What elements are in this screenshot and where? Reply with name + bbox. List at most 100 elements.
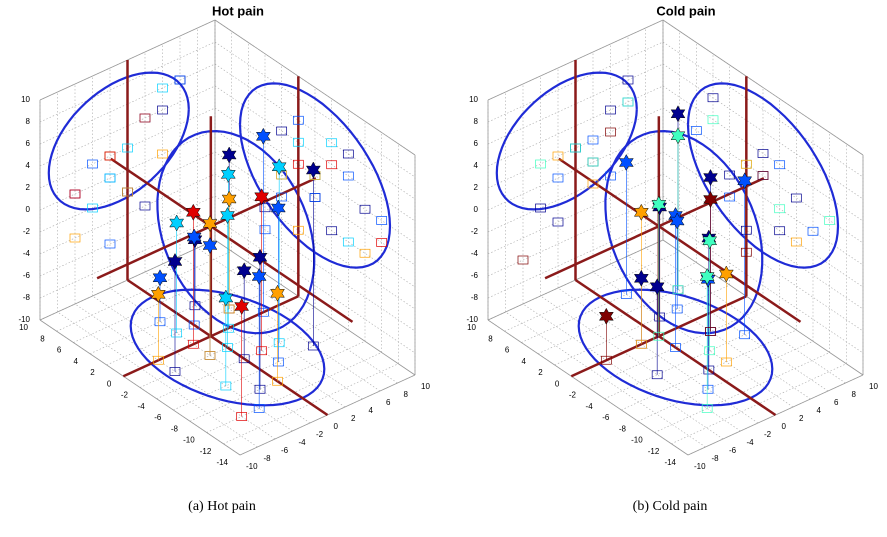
z-tick-label: -4 xyxy=(471,249,479,258)
z-tick-label: -10 xyxy=(466,315,478,324)
grid-line xyxy=(487,195,664,277)
star-marker xyxy=(251,267,267,286)
projection-square xyxy=(223,304,235,314)
projection-square xyxy=(326,226,338,236)
star-marker xyxy=(169,214,185,232)
star-marker xyxy=(737,172,753,190)
z-tick-label: -6 xyxy=(23,271,31,280)
z-tick-label: 2 xyxy=(474,183,479,192)
projection-square xyxy=(69,189,81,199)
y-tick-label: -6 xyxy=(729,446,737,455)
projection-square xyxy=(259,225,271,235)
projection-square xyxy=(292,115,304,125)
box-edge xyxy=(662,19,864,156)
projection-square xyxy=(342,149,354,159)
grid-line xyxy=(521,262,697,343)
z-tick-label: 10 xyxy=(469,95,478,104)
projection-square xyxy=(259,203,271,213)
projection-square xyxy=(605,105,616,115)
x-tick-label: 4 xyxy=(74,357,79,366)
grid-line xyxy=(39,41,216,123)
y-tick-label: -2 xyxy=(764,430,772,439)
grid-line xyxy=(106,284,282,366)
y-tick-label: 10 xyxy=(421,382,430,391)
projection-square xyxy=(587,135,599,145)
projection-square xyxy=(152,355,164,365)
projection-square xyxy=(104,173,116,183)
projection-square xyxy=(220,381,232,391)
x-tick-label: -10 xyxy=(183,436,195,445)
projection-square xyxy=(222,343,233,352)
brain-outline xyxy=(604,129,764,335)
x-tick-label: -12 xyxy=(648,447,660,456)
projection-square xyxy=(587,179,599,189)
x-tick-label: -4 xyxy=(586,402,594,411)
axis-line xyxy=(110,157,354,323)
star-marker xyxy=(221,190,237,208)
x-tick-label: -8 xyxy=(171,424,179,433)
caption: (b) Cold pain xyxy=(633,499,708,514)
projection-square xyxy=(740,159,752,169)
z-tick-label: 4 xyxy=(474,161,479,170)
y-tick-label: 0 xyxy=(782,422,787,431)
z-tick-label: 4 xyxy=(26,161,31,170)
grid-line xyxy=(487,173,664,255)
star-marker xyxy=(670,127,686,145)
projection-square xyxy=(104,239,116,249)
grid-line xyxy=(621,329,797,411)
grid-line xyxy=(56,250,232,332)
grid-line xyxy=(39,85,216,167)
z-tick-label: 6 xyxy=(474,139,479,148)
grid-line xyxy=(487,41,664,123)
grid-line xyxy=(39,151,216,233)
projection-square xyxy=(104,151,116,161)
grid-line xyxy=(73,262,249,343)
grid-line xyxy=(537,273,714,355)
projection-square xyxy=(704,346,716,356)
x-tick-label: 0 xyxy=(107,379,112,388)
projection-square xyxy=(622,97,634,107)
projection-square xyxy=(740,247,752,257)
projection-square xyxy=(257,307,269,317)
projection-square xyxy=(326,138,338,148)
projection-square xyxy=(204,351,216,360)
star-marker xyxy=(150,285,166,303)
z-tick-label: -4 xyxy=(23,249,31,258)
box-edge xyxy=(214,239,416,376)
x-tick-label: 2 xyxy=(538,368,543,377)
y-tick-label: 6 xyxy=(834,398,839,407)
projection-square xyxy=(174,75,186,85)
projection-square xyxy=(309,193,321,202)
star-marker xyxy=(221,146,237,164)
chart-title: Cold pain xyxy=(656,3,715,18)
grid-line xyxy=(487,85,664,167)
grid-line xyxy=(39,129,216,211)
projection-square xyxy=(87,159,98,169)
star-marker xyxy=(598,307,614,325)
projection-square xyxy=(635,339,647,349)
grid-line xyxy=(671,363,847,445)
projection-square xyxy=(654,312,666,322)
projection-square xyxy=(757,149,769,158)
projection-square xyxy=(171,328,183,338)
star-marker xyxy=(202,236,218,255)
x-tick-label: 10 xyxy=(467,323,476,332)
y-tick-label: 0 xyxy=(334,422,339,431)
projection-square xyxy=(272,357,284,367)
brain-outline xyxy=(495,71,638,211)
star-marker xyxy=(633,203,649,221)
projection-square xyxy=(774,204,786,214)
projection-square xyxy=(605,127,616,137)
y-tick-label: 10 xyxy=(869,382,878,391)
x-tick-label: 6 xyxy=(505,346,510,355)
projection-square xyxy=(122,143,133,153)
box-edge xyxy=(39,319,241,456)
projection-square xyxy=(292,225,304,235)
x-tick-label: -6 xyxy=(154,413,162,422)
projection-square xyxy=(276,170,288,180)
projection-square xyxy=(359,248,371,258)
projection-square xyxy=(651,370,663,380)
projection-square xyxy=(535,159,546,169)
projection-square xyxy=(326,160,338,170)
